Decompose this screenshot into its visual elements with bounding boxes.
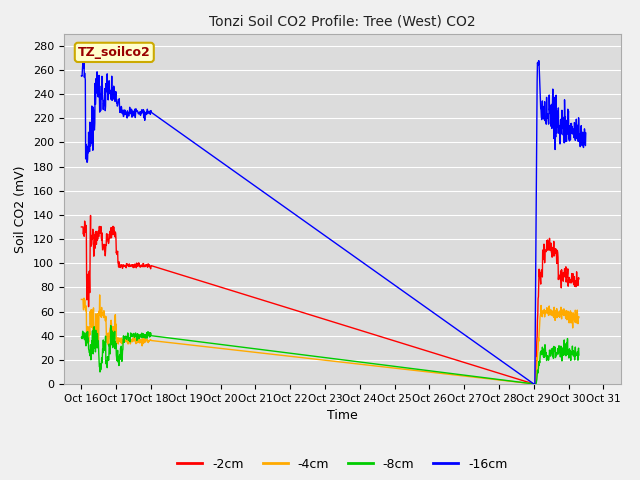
Text: TZ_soilco2: TZ_soilco2 xyxy=(78,46,150,59)
Title: Tonzi Soil CO2 Profile: Tree (West) CO2: Tonzi Soil CO2 Profile: Tree (West) CO2 xyxy=(209,14,476,28)
Y-axis label: Soil CO2 (mV): Soil CO2 (mV) xyxy=(15,165,28,252)
X-axis label: Time: Time xyxy=(327,409,358,422)
Legend: -2cm, -4cm, -8cm, -16cm: -2cm, -4cm, -8cm, -16cm xyxy=(172,453,513,476)
